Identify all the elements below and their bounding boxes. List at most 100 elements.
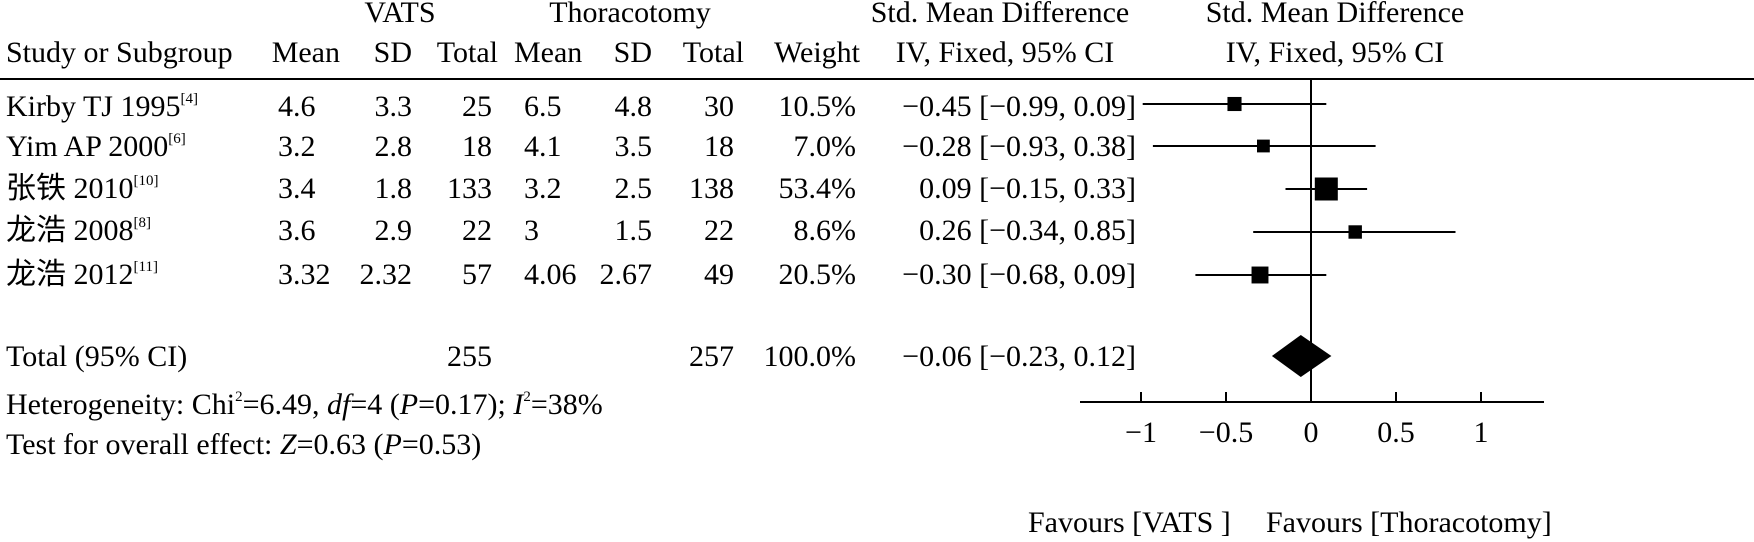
study-name: 龙浩 2012[11] <box>6 258 158 292</box>
vats-mean: 3.4 <box>278 172 316 205</box>
study-reference: [11] <box>133 259 158 275</box>
vats-mean: 3.2 <box>278 130 316 163</box>
heterogeneity-df-value: =4 ( <box>350 388 400 421</box>
plot-column-header: Std. Mean Difference <box>1205 0 1465 29</box>
thoracotomy-total: 49 <box>704 258 734 291</box>
thoracotomy-mean: 4.06 <box>524 258 577 291</box>
thoracotomy-sd: 4.8 <box>614 90 653 123</box>
study-reference: [8] <box>133 215 152 231</box>
vats-sd: 2.9 <box>374 214 413 247</box>
study-column-header: Study or Subgroup <box>6 36 233 69</box>
x-tick-label: 1 <box>1474 416 1489 449</box>
heterogeneity-prefix: Heterogeneity: Chi <box>6 388 236 421</box>
study-ci: 0.26 [−0.34, 0.85] <box>919 214 1136 247</box>
heterogeneity-i-superscript: 2 <box>523 389 531 405</box>
thoracotomy-mean: 6.5 <box>524 90 562 123</box>
study-name-text: Kirby TJ 1995 <box>6 90 181 123</box>
favours-left-label: Favours [VATS ] <box>1028 506 1231 539</box>
study-weight: 53.4% <box>778 172 857 205</box>
thoracotomy-sd: 2.5 <box>614 172 653 205</box>
mean2-header: Mean <box>514 36 583 69</box>
study-name-text: 张铁 2010 <box>6 172 134 205</box>
total-n1: 255 <box>447 340 492 373</box>
heterogeneity-i-label: I <box>513 388 524 421</box>
vats-total: 57 <box>462 258 492 291</box>
thoracotomy-mean: 4.1 <box>524 130 562 163</box>
plot-method-header: IV, Fixed, 95% CI <box>1225 36 1445 69</box>
study-point-estimate <box>1257 139 1270 153</box>
study-point-estimate <box>1314 177 1338 201</box>
favours-right-label: Favours [Thoracotomy] <box>1266 506 1552 539</box>
study-name: 张铁 2010[10] <box>6 172 159 206</box>
overall-z-label: Z <box>279 428 297 461</box>
thoracotomy-mean: 3.2 <box>524 172 562 205</box>
vats-total: 18 <box>462 130 492 163</box>
heterogeneity-p-label: P <box>399 388 419 421</box>
study-weight: 20.5% <box>778 258 857 291</box>
heterogeneity-chi-value: =6.49, <box>242 388 328 421</box>
x-tick-label: 0 <box>1304 416 1319 449</box>
thoracotomy-total: 22 <box>704 214 734 247</box>
study-ci: −0.28 [−0.93, 0.38] <box>902 130 1136 163</box>
thoracotomy-total: 138 <box>689 172 734 205</box>
overall-z-value: =0.63 ( <box>296 428 384 461</box>
total-label: Total (95% CI) <box>6 340 188 373</box>
total-weight: 100.0% <box>763 340 857 373</box>
thoracotomy-total: 18 <box>704 130 734 163</box>
group2-header: Thoracotomy <box>549 0 711 29</box>
sd1-header: SD <box>373 36 412 69</box>
vats-total: 22 <box>462 214 492 247</box>
study-name: Yim AP 2000[6] <box>6 130 186 164</box>
overall-p-value: =0.53) <box>401 428 482 461</box>
study-name: 龙浩 2008[8] <box>6 214 151 248</box>
study-weight: 8.6% <box>793 214 857 247</box>
pooled-diamond <box>1271 335 1332 377</box>
heterogeneity-text: Heterogeneity: Chi2=6.49, df=4 (P=0.17);… <box>6 388 603 422</box>
vats-sd: 1.8 <box>374 172 413 205</box>
thoracotomy-sd: 3.5 <box>614 130 653 163</box>
sd2-header: SD <box>613 36 652 69</box>
thoracotomy-mean: 3 <box>524 214 539 247</box>
study-reference: [10] <box>133 173 159 189</box>
weight-header: Weight <box>774 36 860 69</box>
vats-total: 25 <box>462 90 492 123</box>
group1-header: VATS <box>364 0 436 29</box>
study-point-estimate <box>1348 225 1362 239</box>
heterogeneity-chi-superscript: 2 <box>235 389 243 405</box>
heterogeneity-p-value: =0.17); <box>418 388 514 421</box>
study-name-text: 龙浩 2008 <box>6 214 134 247</box>
study-weight: 7.0% <box>793 130 857 163</box>
heterogeneity-df-label: df <box>327 388 351 421</box>
vats-mean: 3.32 <box>278 258 331 291</box>
x-tick-label: −0.5 <box>1199 416 1253 449</box>
study-ci: −0.30 [−0.68, 0.09] <box>902 258 1136 291</box>
heterogeneity-i-value: =38% <box>530 388 603 421</box>
overall-prefix: Test for overall effect: <box>6 428 280 461</box>
thoracotomy-total: 30 <box>704 90 734 123</box>
x-tick-label: −1 <box>1125 416 1157 449</box>
effect-column-header: Std. Mean Difference <box>870 0 1130 29</box>
total-n2: 257 <box>689 340 734 373</box>
overall-effect-text: Test for overall effect: Z=0.63 (P=0.53) <box>6 428 481 462</box>
header-divider <box>0 78 1754 80</box>
total-ci: −0.06 [−0.23, 0.12] <box>902 340 1136 373</box>
vats-sd: 2.8 <box>374 130 413 163</box>
vats-mean: 3.6 <box>278 214 316 247</box>
total1-header: Total <box>436 36 498 69</box>
x-tick-label: 0.5 <box>1377 416 1415 449</box>
method-header: IV, Fixed, 95% CI <box>895 36 1115 69</box>
study-point-estimate <box>1251 266 1269 284</box>
thoracotomy-sd: 2.67 <box>599 258 653 291</box>
study-ci: 0.09 [−0.15, 0.33] <box>919 172 1136 205</box>
study-name-text: 龙浩 2012 <box>6 258 134 291</box>
study-point-estimate <box>1227 96 1242 112</box>
vats-sd: 3.3 <box>374 90 413 123</box>
study-weight: 10.5% <box>778 90 857 123</box>
study-ci: −0.45 [−0.99, 0.09] <box>902 90 1136 123</box>
overall-p-label: P <box>383 428 402 461</box>
study-name-text: Yim AP 2000 <box>6 130 169 163</box>
mean1-header: Mean <box>271 36 340 69</box>
vats-sd: 2.32 <box>359 258 413 291</box>
thoracotomy-sd: 1.5 <box>614 214 653 247</box>
